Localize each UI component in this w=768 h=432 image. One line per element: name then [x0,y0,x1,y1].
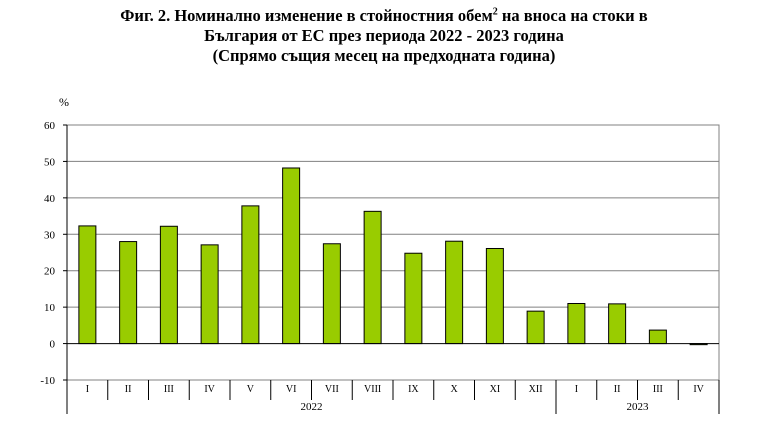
y-tick-label: 60 [44,120,56,132]
bar [526,310,545,345]
axes [63,124,720,414]
x-tick-label: VI [286,384,297,395]
y-tick-label: 50 [44,156,56,168]
y-tick-label: 20 [44,266,56,278]
x-tick-label: III [653,384,663,395]
bar [119,241,138,345]
bar [567,303,586,345]
chart-title-line-3: (Спрямо същия месец на предходната годин… [212,46,556,65]
x-group-label: 2022 [301,401,323,413]
x-tick-label: V [247,384,255,395]
x-group-label: 2023 [627,401,650,413]
bar [485,247,504,345]
y-tick-label: 30 [44,229,56,241]
bar [200,244,219,345]
x-tick-label: III [164,384,174,395]
y-tick-label: 0 [50,339,56,351]
bar [445,240,464,345]
x-tick-label: VII [325,384,339,395]
x-tick-label: VIII [364,384,381,395]
y-tick-label: 40 [44,193,56,205]
x-tick-label: I [86,384,89,395]
y-axis-unit-label: % [59,95,69,109]
bar [363,210,382,345]
x-tick-label: IV [204,384,215,395]
footnote-marker: 2 [492,6,498,18]
bar [404,252,423,345]
y-tick-label: 10 [44,302,56,314]
x-tick-label: XII [529,384,543,395]
bar [282,167,301,345]
bar [322,243,341,345]
y-tick-label: -10 [40,375,55,387]
x-tick-label: XI [490,384,501,395]
x-tick-label: X [451,384,459,395]
bar [608,303,627,345]
bar [78,225,97,345]
chart-title: Фиг. 2. Номинално изменение в стойностни… [0,6,768,66]
x-tick-label: IV [693,384,704,395]
x-tick-label: I [575,384,578,395]
x-tick-label: II [125,384,132,395]
chart-title-line-2: България от ЕС през периода 2022 - 2023 … [204,26,564,45]
bar [648,329,667,345]
chart-title-line-1: Фиг. 2. Номинално изменение в стойностни… [120,6,648,25]
bar [159,225,178,345]
x-tick-label: II [614,384,621,395]
x-tick-label: IX [408,384,419,395]
bars [78,167,708,346]
bar [241,205,260,345]
